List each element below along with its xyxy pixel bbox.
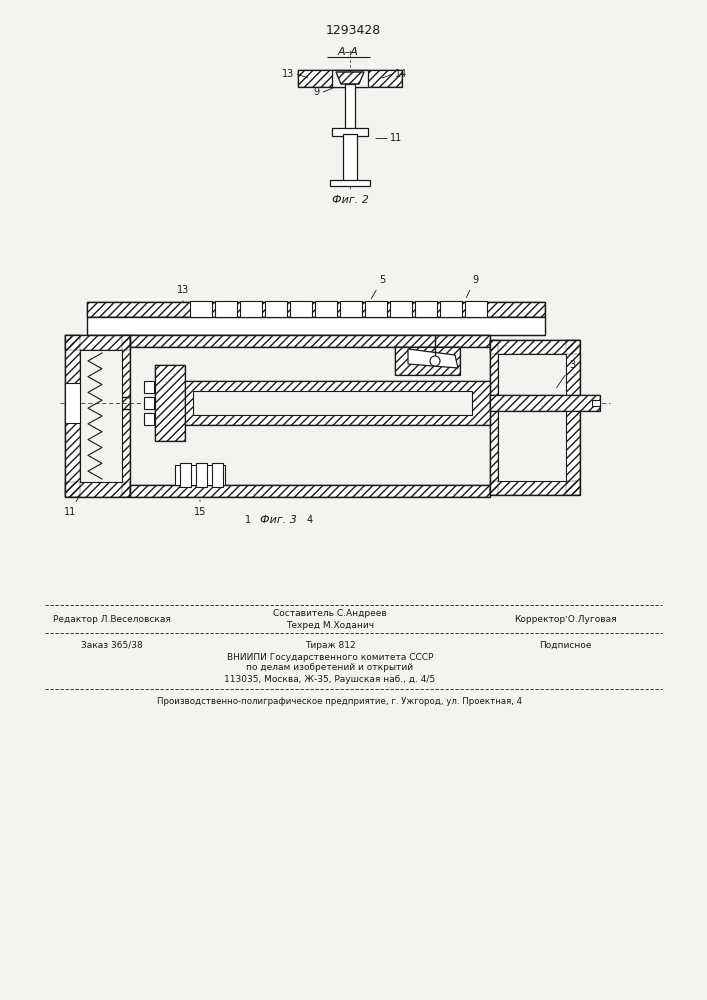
Bar (122, 335, 130, 497)
Bar (343, 134, 357, 182)
Bar (240, 301, 262, 317)
Bar (180, 463, 191, 487)
Bar (190, 301, 212, 317)
Bar (215, 301, 237, 317)
Bar (130, 335, 490, 347)
Text: 13: 13 (282, 69, 294, 79)
Bar (175, 465, 225, 485)
Text: А–А: А–А (337, 47, 358, 57)
Bar (498, 354, 566, 481)
Bar (592, 400, 600, 406)
Polygon shape (408, 349, 458, 368)
Circle shape (430, 356, 440, 366)
Bar (87, 302, 545, 317)
Bar (65, 335, 130, 497)
Bar (155, 365, 185, 441)
Bar (332, 70, 368, 87)
Bar (566, 340, 580, 495)
Bar (332, 128, 368, 136)
Text: 1293428: 1293428 (325, 23, 380, 36)
Bar (155, 365, 185, 441)
Text: ВНИИПИ Государственного комитета СССР: ВНИИПИ Государственного комитета СССР (227, 652, 433, 662)
Text: 15: 15 (194, 500, 206, 517)
Text: 4: 4 (307, 515, 313, 525)
Bar (465, 301, 487, 317)
Bar (340, 301, 362, 317)
Bar (87, 302, 545, 317)
Bar (212, 463, 223, 487)
Text: Техред М.Ходанич: Техред М.Ходанич (286, 620, 374, 630)
Text: Заказ 365/38: Заказ 365/38 (81, 641, 143, 650)
Text: Производственно-полиграфическое предприятие, г. Ужгород, ул. Проектная, 4: Производственно-полиграфическое предприя… (158, 696, 522, 706)
Text: Тираж 812: Тираж 812 (305, 641, 356, 650)
Bar (365, 301, 387, 317)
Bar (65, 482, 130, 497)
Text: по делам изобретений и открытий: по делам изобретений и открытий (247, 664, 414, 672)
Bar (80, 350, 122, 482)
Text: 11: 11 (64, 497, 78, 517)
Bar (440, 301, 462, 317)
Text: 9: 9 (466, 275, 478, 298)
Bar (65, 335, 80, 497)
Text: Подписное: Подписное (539, 641, 591, 650)
Text: Фиг. 3: Фиг. 3 (259, 515, 296, 525)
Bar (490, 395, 600, 411)
Bar (144, 397, 154, 409)
Text: Фиг. 2: Фиг. 2 (332, 195, 368, 205)
Bar (345, 84, 355, 130)
Bar (130, 485, 490, 497)
Bar (144, 381, 154, 393)
Bar (175, 381, 490, 425)
Bar (490, 395, 600, 411)
Bar (265, 301, 287, 317)
Bar (490, 340, 580, 495)
Text: 9: 9 (314, 87, 320, 97)
Bar (298, 70, 402, 87)
Text: 13: 13 (177, 285, 189, 302)
Bar (490, 481, 580, 495)
Text: 1: 1 (245, 515, 251, 525)
Text: Составитель С.Андреев: Составитель С.Андреев (273, 608, 387, 617)
Bar (65, 335, 130, 350)
Text: Редактор Л.Веселовская: Редактор Л.Веселовская (53, 614, 171, 624)
Bar (330, 180, 370, 186)
Bar (395, 347, 460, 375)
Bar (490, 340, 498, 495)
Bar (415, 301, 437, 317)
Bar (144, 413, 154, 425)
Bar (196, 463, 207, 487)
Bar (65, 383, 80, 423)
Text: КорректорʼО.Луговая: КорректорʼО.Луговая (514, 614, 617, 624)
Text: 5: 5 (371, 275, 385, 299)
Text: 113035, Москва, Ж-35, Раушская наб., д. 4/5: 113035, Москва, Ж-35, Раушская наб., д. … (224, 674, 436, 684)
Polygon shape (336, 72, 364, 84)
Bar (298, 70, 402, 87)
Bar (395, 347, 460, 375)
Bar (130, 335, 490, 347)
Text: 14: 14 (395, 69, 407, 79)
Bar (130, 485, 490, 497)
Bar (315, 301, 337, 317)
Bar (175, 381, 490, 425)
Bar (87, 317, 545, 335)
Text: 11: 11 (390, 133, 402, 143)
Bar (490, 340, 580, 354)
Bar (193, 391, 472, 415)
Bar (290, 301, 312, 317)
Text: 3: 3 (556, 360, 575, 388)
Bar (390, 301, 412, 317)
